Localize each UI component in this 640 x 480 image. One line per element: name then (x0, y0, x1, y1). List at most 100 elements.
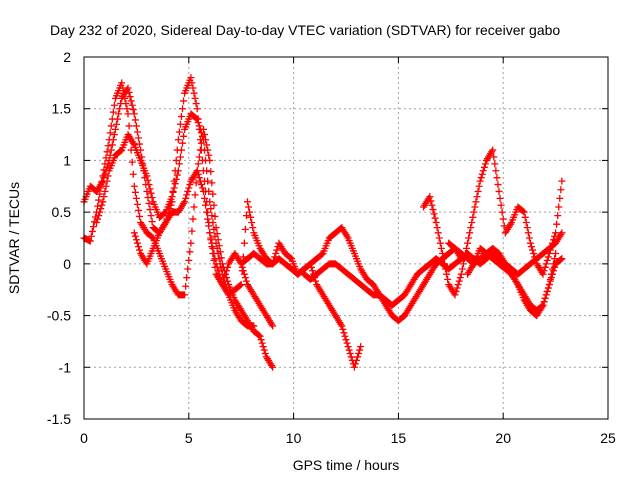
data-point (558, 177, 566, 185)
data-point (194, 160, 202, 168)
data-point (173, 171, 181, 179)
data-point (103, 177, 111, 185)
data-point (437, 244, 445, 252)
data-point (168, 193, 176, 201)
data-point (195, 122, 203, 130)
data-point (475, 182, 483, 190)
data-point (548, 265, 556, 273)
data-point (451, 291, 459, 299)
data-point (555, 203, 563, 211)
data-point (557, 186, 565, 194)
x-tick-label: 10 (286, 430, 302, 446)
data-point (547, 243, 555, 251)
data-point (136, 140, 144, 148)
data-point (187, 74, 195, 82)
data-point (193, 167, 201, 175)
data-point (186, 248, 194, 256)
data-point (237, 281, 245, 289)
series-arc-5 (237, 224, 465, 325)
data-point (196, 125, 204, 133)
data-point (202, 156, 210, 164)
data-point (87, 232, 95, 240)
data-point (556, 194, 564, 202)
y-tick-label: 1.5 (52, 101, 72, 117)
data-point (126, 93, 134, 101)
data-point (117, 100, 125, 108)
data-point (529, 246, 537, 254)
data-point (547, 270, 555, 278)
data-point (130, 182, 138, 190)
data-point (182, 194, 190, 202)
data-point (269, 322, 277, 330)
data-point (176, 120, 184, 128)
data-point (115, 110, 123, 118)
data-point (545, 281, 553, 289)
data-point (136, 246, 144, 254)
data-point (430, 210, 438, 218)
data-point (127, 97, 135, 105)
data-point (132, 236, 140, 244)
data-point (465, 234, 473, 242)
data-point (550, 236, 558, 244)
data-point (118, 79, 126, 87)
data-point (457, 270, 465, 278)
data-point (185, 184, 193, 192)
data-point (144, 176, 152, 184)
data-point (272, 250, 280, 258)
data-point (208, 212, 216, 220)
data-point (464, 239, 472, 247)
chart-title: Day 232 of 2020, Sidereal Day-to-day VTE… (50, 22, 560, 38)
data-point (245, 203, 253, 211)
data-point (109, 136, 117, 144)
data-point (203, 208, 211, 216)
data-point (193, 115, 201, 123)
data-point (557, 256, 565, 264)
data-point (124, 110, 132, 118)
data-point (343, 339, 351, 347)
data-point (431, 214, 439, 222)
data-point (542, 291, 550, 299)
data-point (101, 187, 109, 195)
data-point (210, 225, 218, 233)
data-point (481, 160, 489, 168)
data-point (545, 250, 553, 258)
data-point (189, 84, 197, 92)
data-point (145, 200, 153, 208)
data-point (203, 141, 211, 149)
data-point (213, 263, 221, 271)
data-point (188, 79, 196, 87)
data-marks (80, 74, 566, 371)
data-point (104, 142, 112, 150)
data-point (471, 203, 479, 211)
data-point (197, 129, 205, 137)
data-point (211, 232, 219, 240)
data-point (238, 267, 246, 275)
data-point (180, 132, 188, 140)
data-point (207, 168, 215, 176)
data-point (273, 246, 281, 254)
x-tick-label: 0 (80, 430, 88, 446)
data-point (532, 256, 540, 264)
data-point (523, 224, 531, 232)
data-point (194, 119, 202, 127)
data-point (211, 255, 219, 263)
data-point (176, 153, 184, 161)
data-point (355, 349, 363, 357)
data-point (259, 343, 267, 351)
data-point (520, 208, 528, 216)
data-point (204, 215, 212, 223)
data-point (95, 212, 103, 220)
data-point (169, 188, 177, 196)
data-point (498, 208, 506, 216)
data-point (186, 181, 194, 189)
data-point (489, 146, 497, 154)
data-point (543, 256, 551, 264)
data-point (499, 215, 507, 223)
data-point (551, 255, 559, 263)
data-point (476, 177, 484, 185)
y-tick-label: 1 (63, 152, 71, 168)
data-point (197, 181, 205, 189)
data-point (100, 174, 108, 182)
data-point (205, 151, 213, 159)
data-point (174, 136, 182, 144)
